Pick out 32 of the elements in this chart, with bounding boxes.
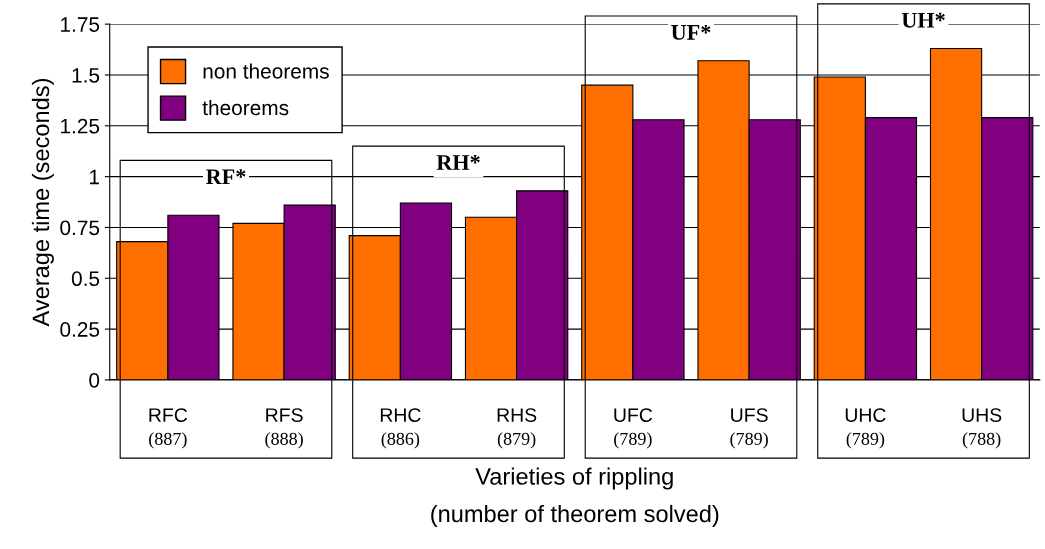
text: (789): [730, 432, 768, 449]
text: (887): [149, 432, 187, 449]
x-tick-label: RFS: [266, 408, 303, 422]
y-tick-label: 1.25: [61, 118, 100, 134]
x-tick-label: RHC: [380, 408, 421, 422]
legend-label: non theorems: [203, 63, 329, 79]
text: (789): [614, 432, 652, 449]
y-tick-label: 0.5: [71, 271, 100, 287]
x-tick-label: UHC: [845, 408, 886, 422]
annotation: RH*: [436, 155, 480, 170]
y-tick-label: 1.75: [61, 17, 100, 32]
y-tick-label: 1: [90, 169, 99, 185]
x-tick-label: RHS: [497, 408, 537, 422]
x-axis-title: Varieties of rippling (number of theorem solved): [431, 467, 719, 527]
y-tick-label: 0.75: [60, 220, 100, 236]
annotation: UH*: [901, 12, 945, 28]
x-tick-label: UHS: [962, 408, 1002, 422]
text: (886): [381, 432, 420, 449]
text: (788): [962, 432, 1001, 449]
y-tick-label: 0.25: [60, 322, 100, 337]
text: (888): [265, 432, 303, 449]
x-tick-label: UFC: [614, 408, 653, 422]
annotation: UF*: [671, 25, 711, 40]
text: (879): [497, 432, 536, 449]
x-tick-label: RFC: [149, 408, 188, 422]
y-tick-label: 0: [89, 372, 100, 388]
y-tick-label: 1.5: [72, 68, 100, 83]
legend-label: theorems: [202, 99, 289, 116]
annotation: RF*: [205, 169, 246, 184]
x-tick-label: UFS: [731, 408, 768, 422]
text: (789): [846, 432, 885, 449]
y-axis-title: Average time (seconds): [31, 79, 54, 327]
